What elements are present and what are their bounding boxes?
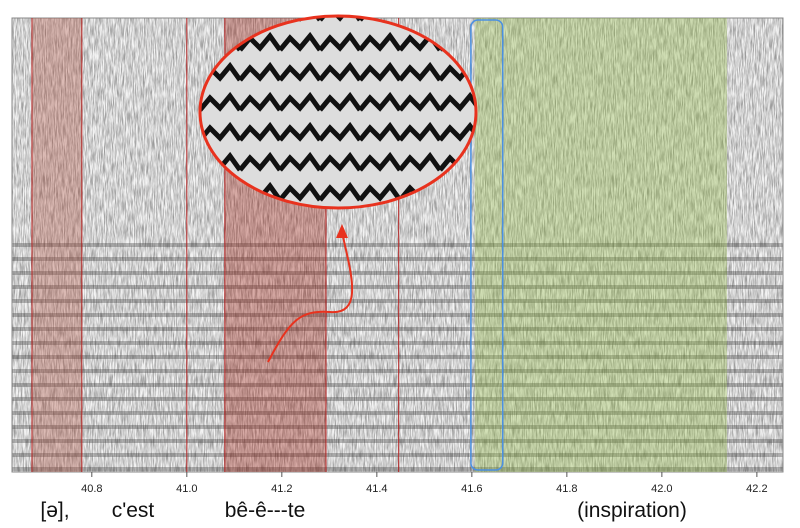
x-tick-label: 42.0: [651, 483, 672, 495]
zoom-outline: [198, 14, 478, 210]
word-label: bê-ê---te: [225, 499, 306, 522]
zoom-arrow: [267, 231, 354, 363]
zoom-arrowhead: [336, 224, 348, 238]
spectrogram-harmonics: [12, 240, 783, 472]
x-tick-label: 41.0: [176, 483, 197, 495]
region: [31, 18, 82, 472]
x-tick-label: 41.4: [366, 483, 387, 495]
x-tick-label: 41.6: [461, 483, 482, 495]
x-tick-label: 40.8: [81, 483, 102, 495]
region: [474, 18, 727, 472]
plot-frame: [11, 17, 784, 473]
highlight-box: [470, 19, 504, 471]
word-label: c'est: [112, 499, 155, 522]
x-tick-label: 41.2: [271, 483, 292, 495]
x-tick-label: 42.2: [746, 483, 767, 495]
word-label: (inspiration): [577, 499, 687, 522]
word-label: [ə],: [40, 499, 69, 522]
zoom-detail: [200, 16, 476, 208]
x-tick-label: 41.8: [556, 483, 577, 495]
magnifier: [198, 14, 478, 363]
